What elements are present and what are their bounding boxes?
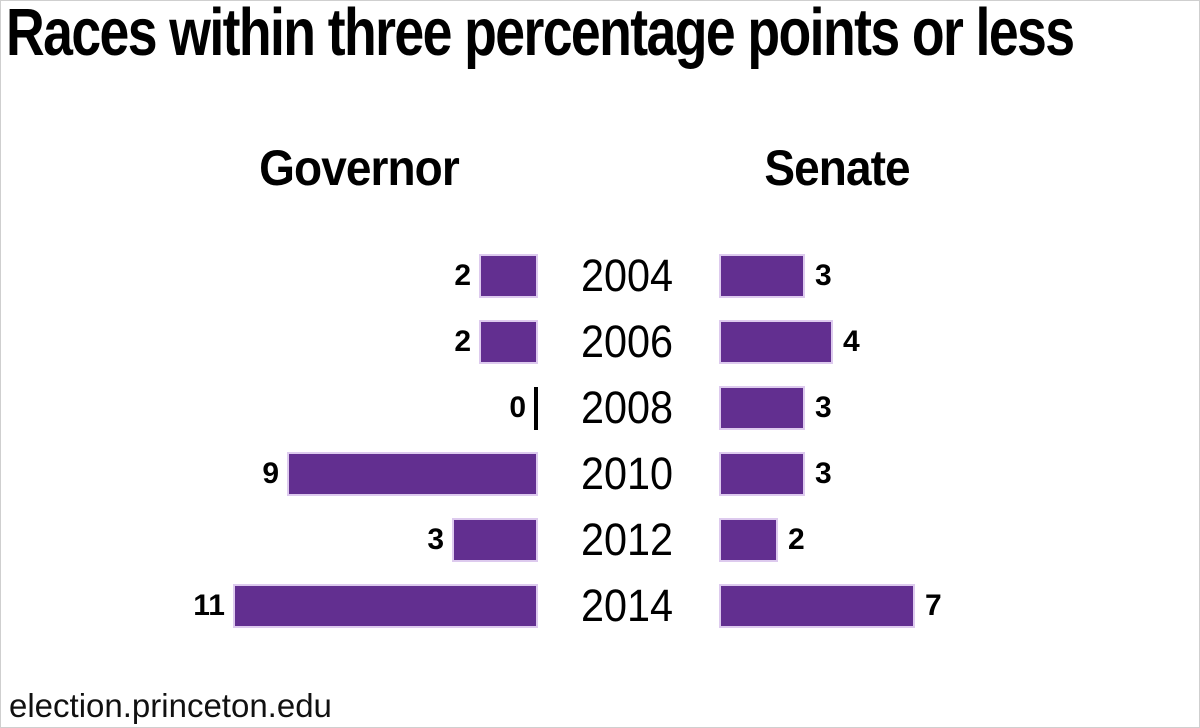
column-header-senate: Senate	[764, 140, 910, 196]
senate-bar	[721, 454, 803, 494]
source-url: election.princeton.edu	[9, 687, 332, 724]
senate-bar	[721, 520, 776, 560]
chart-row-2004: 2 2004 3	[1, 250, 1199, 301]
senate-value-label: 3	[815, 259, 832, 292]
senate-bar	[721, 586, 913, 626]
governor-value-label: 11	[193, 589, 225, 622]
year-label: 2006	[580, 316, 674, 367]
governor-bar	[454, 520, 536, 560]
senate-bar	[721, 322, 831, 362]
chart-row-2006: 2 2006 4	[1, 316, 1199, 367]
governor-bar	[289, 454, 536, 494]
senate-value-label: 3	[815, 391, 832, 424]
chart-row-2010: 9 2010 3	[1, 448, 1199, 499]
senate-value-label: 2	[788, 523, 805, 556]
year-label: 2008	[580, 382, 674, 433]
governor-value-label: 3	[427, 523, 444, 556]
senate-value-label: 7	[925, 589, 942, 622]
chart-row-2014: 11 2014 7	[1, 580, 1199, 631]
governor-bar	[481, 322, 536, 362]
year-label: 2004	[580, 250, 674, 301]
governor-bar	[235, 586, 536, 626]
governor-zero-tick	[534, 387, 538, 430]
governor-bar	[481, 256, 536, 296]
chart-row-2008: 0 2008 3	[1, 382, 1199, 433]
year-label: 2014	[580, 580, 674, 631]
governor-value-label: 0	[509, 391, 526, 424]
year-label: 2012	[580, 514, 674, 565]
chart-row-2012: 3 2012 2	[1, 514, 1199, 565]
senate-value-label: 4	[843, 325, 860, 358]
governor-value-label: 2	[454, 259, 471, 292]
column-header-governor: Governor	[259, 140, 460, 196]
chart-title: Races within three percentage points or …	[6, 0, 1075, 70]
senate-bar	[721, 256, 803, 296]
governor-value-label: 2	[454, 325, 471, 358]
governor-value-label: 9	[262, 457, 279, 490]
senate-value-label: 3	[815, 457, 832, 490]
year-label: 2010	[580, 448, 674, 499]
senate-bar	[721, 388, 803, 428]
